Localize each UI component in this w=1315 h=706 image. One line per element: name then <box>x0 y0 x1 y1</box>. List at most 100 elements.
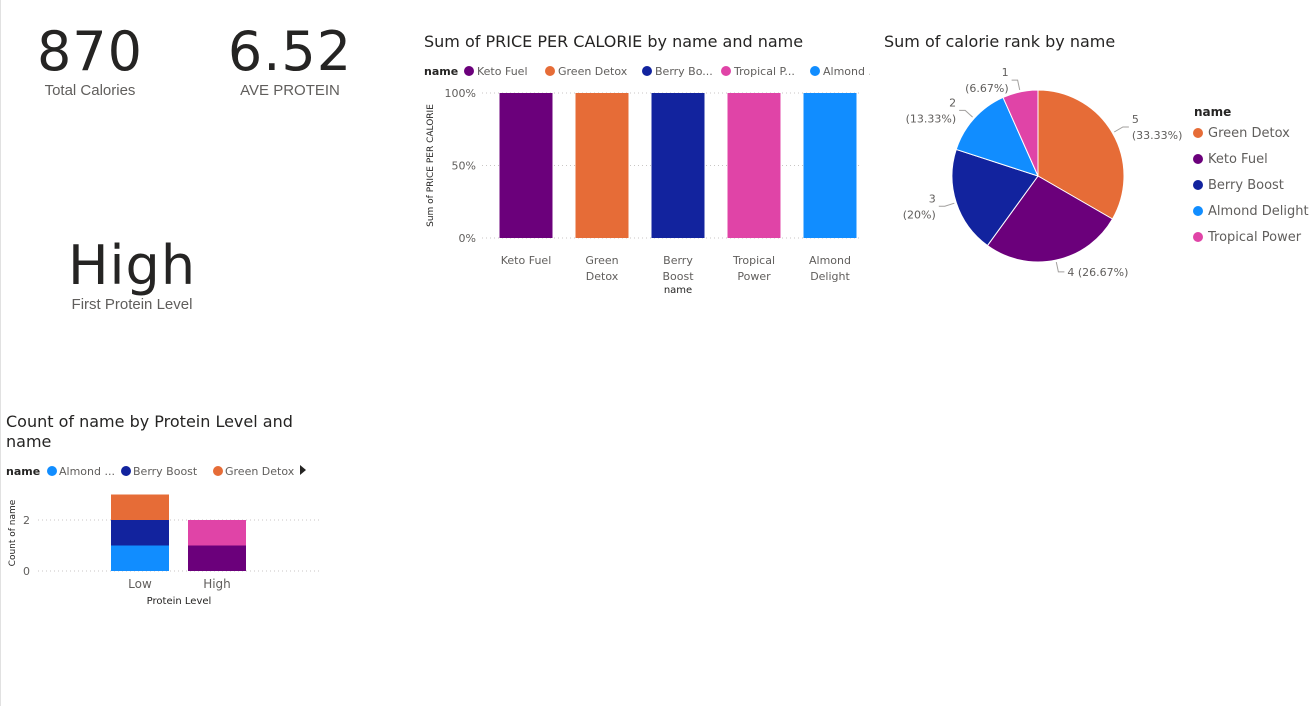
y-tick-label: 2 <box>23 514 30 527</box>
first-protein-level-label: First Protein Level <box>71 296 193 313</box>
bar[interactable] <box>575 93 629 238</box>
legend-swatch <box>1193 154 1203 164</box>
pie-slice[interactable] <box>951 148 1039 247</box>
first-protein-level-card[interactable]: High First Protein Level <box>52 234 212 314</box>
legend-label[interactable]: Tropical Power <box>1207 230 1302 245</box>
price-per-calorie-title: Sum of PRICE PER CALORIE by name and nam… <box>424 32 804 51</box>
bar[interactable] <box>727 93 781 238</box>
price-per-calorie-chart[interactable]: Sum of PRICE PER CALORIE by name and nam… <box>420 28 879 308</box>
y-axis-label: Sum of PRICE PER CALORIE <box>426 104 436 227</box>
legend-label[interactable]: Green Detox <box>558 65 628 78</box>
pie-data-label: (33.33%) <box>1132 129 1183 142</box>
y-tick-label: 0% <box>459 232 476 245</box>
y-tick-label: 0 <box>23 565 30 578</box>
legend-title: name <box>1194 105 1231 119</box>
stacked-bar-segment[interactable] <box>111 520 169 546</box>
protein-level-title-line2: name <box>6 432 52 451</box>
bar[interactable] <box>651 93 705 238</box>
x-tick-label: Delight <box>810 270 850 283</box>
x-tick-label: Berry <box>663 254 693 267</box>
legend-swatch <box>1193 232 1203 242</box>
canvas-left-border <box>0 0 1 706</box>
x-tick-label: Keto Fuel <box>501 254 552 267</box>
legend-label[interactable]: Almond Delight <box>1208 204 1309 219</box>
price-per-calorie-svg: name Keto Fuel Green Detox Berry Bo... Tropi… <box>424 65 879 296</box>
legend-label[interactable]: Green Detox <box>1208 126 1290 141</box>
legend-swatch <box>1193 206 1203 216</box>
legend-scroll-right-icon[interactable] <box>300 465 306 475</box>
legend-label[interactable]: Berry Boost <box>133 465 198 478</box>
x-tick-label: Low <box>128 577 152 591</box>
ave-protein-card[interactable]: 6.52 AVE PROTEIN <box>220 20 360 100</box>
calorie-rank-svg: 5 (33.33%) 4 (26.67%) 3 (20%) 2 (13.33%) 1 (6.67… <box>903 66 1309 279</box>
pie-leader-line <box>938 202 955 207</box>
bar[interactable] <box>803 93 857 238</box>
pie-leader-line <box>1011 79 1021 91</box>
legend-label[interactable]: Green Detox <box>225 465 295 478</box>
y-tick-label: 50% <box>452 160 476 173</box>
legend-label[interactable]: Almond ... <box>823 65 879 78</box>
legend-swatch <box>810 66 820 76</box>
first-protein-level-value: High <box>67 234 197 297</box>
pie-data-label: 4 (26.67%) <box>1067 266 1128 279</box>
legend-swatch <box>642 66 652 76</box>
ave-protein-label: AVE PROTEIN <box>240 82 340 99</box>
y-axis-label: Count of name <box>8 499 18 566</box>
calorie-rank-title: Sum of calorie rank by name <box>884 32 1116 51</box>
legend-swatch <box>213 466 223 476</box>
pie-slice[interactable] <box>955 96 1039 177</box>
pie-slice[interactable] <box>1002 89 1039 177</box>
legend-label[interactable]: Almond ... <box>59 465 115 478</box>
y-tick-label: 100% <box>445 87 476 100</box>
x-tick-label: Green <box>585 254 618 267</box>
pie-data-label: 5 <box>1132 113 1139 126</box>
pie-leader-line <box>959 109 973 118</box>
protein-level-chart[interactable]: Count of name by Protein Level and name … <box>0 410 330 620</box>
legend-title: name <box>424 65 458 78</box>
total-calories-label: Total Calories <box>44 82 136 99</box>
pie-data-label: 1 <box>1002 66 1009 79</box>
total-calories-card[interactable]: 870 Total Calories <box>20 20 160 100</box>
pie-data-label: 3 <box>929 192 936 205</box>
legend-title: name <box>6 465 40 478</box>
calorie-rank-chart[interactable]: Sum of calorie rank by name 5 (33.33%) 4 (… <box>880 28 1310 298</box>
legend-label[interactable]: Keto Fuel <box>1208 152 1268 167</box>
legend-label[interactable]: Berry Bo... <box>655 65 713 78</box>
legend-label[interactable]: Keto Fuel <box>477 65 528 78</box>
legend-label[interactable]: Tropical P... <box>733 65 795 78</box>
protein-level-svg: name Almond ... Berry Boost Green Detox 0 2 Co… <box>6 465 320 607</box>
legend-label[interactable]: Berry Boost <box>1208 178 1284 193</box>
pie-data-label: (13.33%) <box>906 112 957 125</box>
ave-protein-value: 6.52 <box>227 20 353 83</box>
x-tick-label: Detox <box>586 270 619 283</box>
x-tick-label: Almond <box>809 254 851 267</box>
protein-level-title: Count of name by Protein Level and name <box>6 412 293 452</box>
stacked-bar-segment[interactable] <box>111 545 169 572</box>
legend-swatch <box>47 466 57 476</box>
bar[interactable] <box>499 93 553 238</box>
x-axis-label: Protein Level <box>147 596 212 607</box>
stacked-bar-segment[interactable] <box>111 494 169 521</box>
stacked-bar-segment[interactable] <box>188 520 246 546</box>
x-tick-label: Boost <box>662 270 694 283</box>
pie-slice[interactable] <box>986 175 1114 263</box>
stacked-bar-segment[interactable] <box>188 545 246 572</box>
x-tick-label: Power <box>737 270 771 283</box>
x-tick-label: High <box>203 577 231 591</box>
pie-data-label: (20%) <box>903 208 936 221</box>
pie-leader-line <box>1055 261 1065 273</box>
pie-data-label: (6.67%) <box>965 82 1009 95</box>
total-calories-value: 870 <box>36 20 144 83</box>
pie-data-label: 2 <box>949 96 956 109</box>
legend-swatch <box>1193 128 1203 138</box>
legend-swatch <box>1193 180 1203 190</box>
legend-swatch <box>721 66 731 76</box>
x-axis-label: name <box>664 285 692 296</box>
pie-slice[interactable] <box>1037 89 1125 220</box>
legend-swatch <box>545 66 555 76</box>
x-tick-label: Tropical <box>732 254 775 267</box>
protein-level-title-line1: Count of name by Protein Level and <box>6 412 293 431</box>
pie-leader-line <box>1113 126 1129 133</box>
legend-swatch <box>121 466 131 476</box>
legend-swatch <box>464 66 474 76</box>
